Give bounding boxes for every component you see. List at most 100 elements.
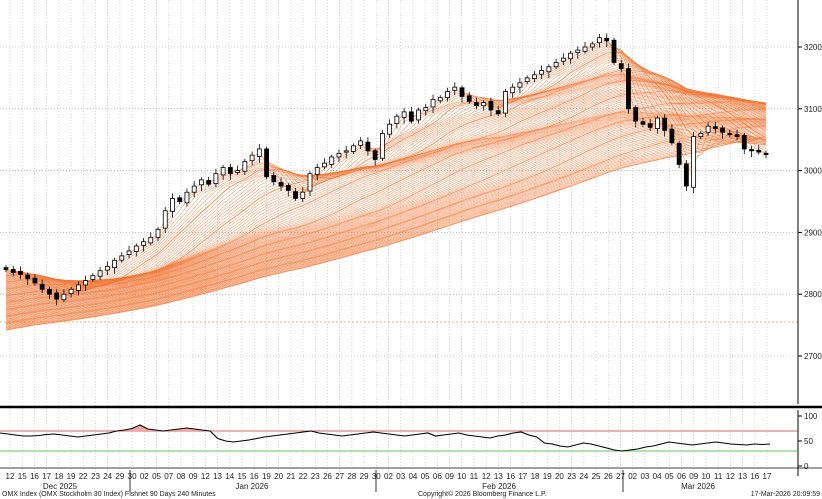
candle-body xyxy=(379,133,385,159)
moving-average-line xyxy=(5,133,767,329)
moving-average-line xyxy=(5,98,767,301)
lower-panel: 0 50 100 xyxy=(0,410,818,476)
x-tick-label: 27 xyxy=(335,472,344,481)
candle-body xyxy=(256,148,262,157)
moving-average-line xyxy=(5,106,767,308)
moving-average-line xyxy=(5,104,767,306)
candle-body xyxy=(47,288,52,295)
candle-body xyxy=(539,70,545,75)
candle-body xyxy=(90,275,96,280)
x-tick-label: 02 xyxy=(628,472,637,481)
candle-body xyxy=(314,167,320,175)
moving-average-line xyxy=(5,121,767,321)
x-tick-label: 06 xyxy=(677,472,686,481)
candle-body xyxy=(727,133,733,136)
x-tick-label: 16 xyxy=(750,472,759,481)
candle-body xyxy=(560,57,566,62)
candle-body xyxy=(32,277,38,284)
x-tick-label: 23 xyxy=(567,472,576,481)
x-tick-label: 06 xyxy=(433,472,442,481)
moving-average-line xyxy=(5,127,767,325)
x-tick-label: 07 xyxy=(164,472,173,481)
candle-body xyxy=(698,133,704,138)
month-label: Dec 2025 xyxy=(43,482,78,491)
candle-body xyxy=(712,126,718,129)
candle-body xyxy=(437,97,443,102)
x-tick-label: 28 xyxy=(347,472,356,481)
x-tick-label: 26 xyxy=(604,472,613,481)
x-tick-label: 20 xyxy=(555,472,564,481)
candle-body xyxy=(61,293,67,301)
x-tick-label: 05 xyxy=(152,472,161,481)
candle-body xyxy=(647,123,653,128)
candle-body xyxy=(430,99,436,108)
candle-body xyxy=(206,180,212,185)
candle-body xyxy=(365,141,371,152)
candle-body xyxy=(162,210,168,229)
moving-average-line xyxy=(5,115,767,314)
candle-body xyxy=(126,250,132,256)
candle-body xyxy=(459,87,465,97)
candle-body xyxy=(133,245,139,252)
candle-body xyxy=(763,152,769,155)
candle-body xyxy=(199,179,204,186)
candle-body xyxy=(662,117,668,131)
candle-body xyxy=(676,143,682,165)
candle-body xyxy=(336,152,342,158)
moving-average-line xyxy=(5,88,767,295)
x-tick-label: 16 xyxy=(506,472,515,481)
x-tick-label: 09 xyxy=(689,472,698,481)
x-tick-label: 16 xyxy=(250,472,259,481)
x-tick-label: 12 xyxy=(201,472,210,481)
moving-average-line xyxy=(5,126,767,325)
moving-average-line xyxy=(5,94,767,299)
vertical-gridlines xyxy=(0,0,798,476)
candle-body xyxy=(553,62,559,68)
fishnet-lines xyxy=(5,38,767,331)
candle-body xyxy=(343,150,349,153)
candle-body xyxy=(705,125,711,133)
x-tick-label: 13 xyxy=(738,472,747,481)
x-tick-label: 08 xyxy=(176,472,185,481)
x-tick-label: 10 xyxy=(457,472,466,481)
moving-average-line xyxy=(5,135,767,330)
moving-average-line xyxy=(5,86,767,294)
x-tick-label: 27 xyxy=(616,472,625,481)
candle-body xyxy=(271,175,277,183)
moving-average-line xyxy=(5,91,767,297)
candle-body xyxy=(524,77,530,83)
x-tick-label: 05 xyxy=(421,472,430,481)
x-tick-label: 11 xyxy=(714,472,723,481)
candle-body xyxy=(597,37,602,44)
month-label: Mar 2026 xyxy=(681,482,715,491)
candle-body xyxy=(119,255,125,261)
x-tick-label: 09 xyxy=(445,472,454,481)
moving-average-line xyxy=(5,121,767,320)
x-tick-label: 02 xyxy=(140,472,149,481)
candle-body xyxy=(278,181,284,187)
moving-average-line xyxy=(5,84,767,293)
lower-y-tick-label: 100 xyxy=(804,412,818,421)
candle-body xyxy=(445,91,450,99)
x-tick-label: 30 xyxy=(128,472,137,481)
candle-body xyxy=(329,156,335,165)
lower-y-tick-label: 0 xyxy=(804,462,809,471)
x-tick-label: 17 xyxy=(518,472,527,481)
moving-average-line xyxy=(5,118,767,317)
candle-body xyxy=(39,283,45,290)
candle-body xyxy=(83,280,89,286)
candle-body xyxy=(589,43,595,48)
candle-body xyxy=(734,134,740,138)
moving-average-line xyxy=(5,119,767,318)
candle-body xyxy=(626,68,631,110)
candle-body xyxy=(568,52,573,60)
x-tick-label: 24 xyxy=(579,472,588,481)
x-tick-label: 24 xyxy=(103,472,112,481)
candle-body xyxy=(104,265,110,271)
month-label: Feb 2026 xyxy=(482,482,516,491)
footer-center: Copyright© 2026 Bloomberg Finance L.P. xyxy=(418,490,547,498)
moving-average-line xyxy=(5,108,766,310)
moving-average-line xyxy=(5,125,767,324)
x-tick-label: 11 xyxy=(470,472,479,481)
